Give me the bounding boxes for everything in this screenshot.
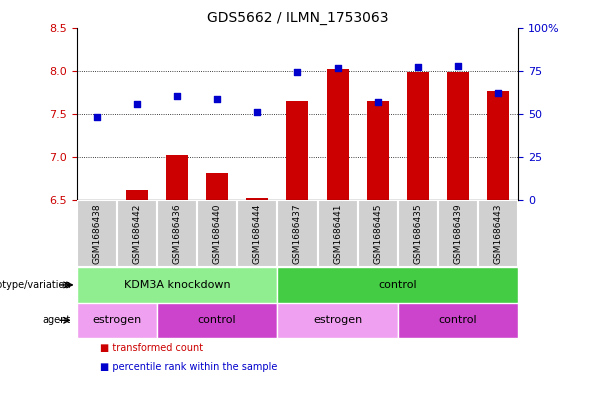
Text: agent: agent (42, 315, 71, 325)
Bar (77, 267, 277, 303)
Text: ■ percentile rank within the sample: ■ percentile rank within the sample (100, 362, 277, 373)
Point (293, 69, 302, 75)
Bar (77, 200, 117, 267)
Bar (358, 200, 398, 267)
Text: GSM1686444: GSM1686444 (253, 204, 262, 264)
Text: estrogen: estrogen (92, 315, 141, 325)
Text: GSM1686445: GSM1686445 (373, 204, 382, 264)
Point (454, 63, 463, 70)
Text: control: control (198, 315, 236, 325)
Bar (447, 72, 469, 200)
Bar (277, 200, 317, 267)
Point (92, 114, 101, 121)
Text: GSM1686440: GSM1686440 (213, 204, 221, 264)
Text: GSM1686442: GSM1686442 (133, 204, 141, 264)
Text: genotype/variation: genotype/variation (0, 280, 71, 290)
Text: ■ transformed count: ■ transformed count (100, 343, 203, 353)
Point (253, 109, 262, 116)
Point (413, 64, 423, 70)
Point (213, 96, 222, 103)
Bar (317, 200, 358, 267)
Bar (277, 303, 398, 338)
Bar (326, 69, 349, 200)
Bar (77, 303, 157, 338)
Bar (246, 198, 269, 200)
Text: GSM1686439: GSM1686439 (454, 204, 462, 264)
Point (333, 65, 342, 71)
Bar (126, 190, 148, 200)
Text: GSM1686435: GSM1686435 (413, 204, 422, 264)
Text: GSM1686436: GSM1686436 (173, 204, 181, 264)
Point (494, 90, 503, 96)
Bar (398, 303, 518, 338)
Text: GSM1686441: GSM1686441 (333, 204, 342, 264)
Title: GDS5662 / ILMN_1753063: GDS5662 / ILMN_1753063 (207, 11, 388, 25)
Bar (206, 173, 228, 200)
Text: KDM3A knockdown: KDM3A knockdown (124, 280, 230, 290)
Bar (286, 101, 309, 200)
Bar (407, 72, 429, 200)
Bar (487, 92, 509, 200)
Point (172, 93, 181, 99)
Text: GSM1686443: GSM1686443 (494, 204, 503, 264)
Bar (438, 200, 478, 267)
Bar (237, 200, 277, 267)
Bar (157, 303, 277, 338)
Text: GSM1686438: GSM1686438 (92, 204, 101, 264)
Bar (277, 267, 518, 303)
Text: control: control (379, 280, 417, 290)
Bar (398, 200, 438, 267)
Text: control: control (439, 315, 478, 325)
Point (373, 99, 382, 105)
Bar (367, 101, 389, 200)
Bar (197, 200, 237, 267)
Point (132, 101, 141, 108)
Bar (117, 200, 157, 267)
Text: estrogen: estrogen (313, 315, 362, 325)
Bar (157, 200, 197, 267)
Bar (478, 200, 518, 267)
Text: GSM1686437: GSM1686437 (293, 204, 302, 264)
Bar (166, 156, 188, 200)
